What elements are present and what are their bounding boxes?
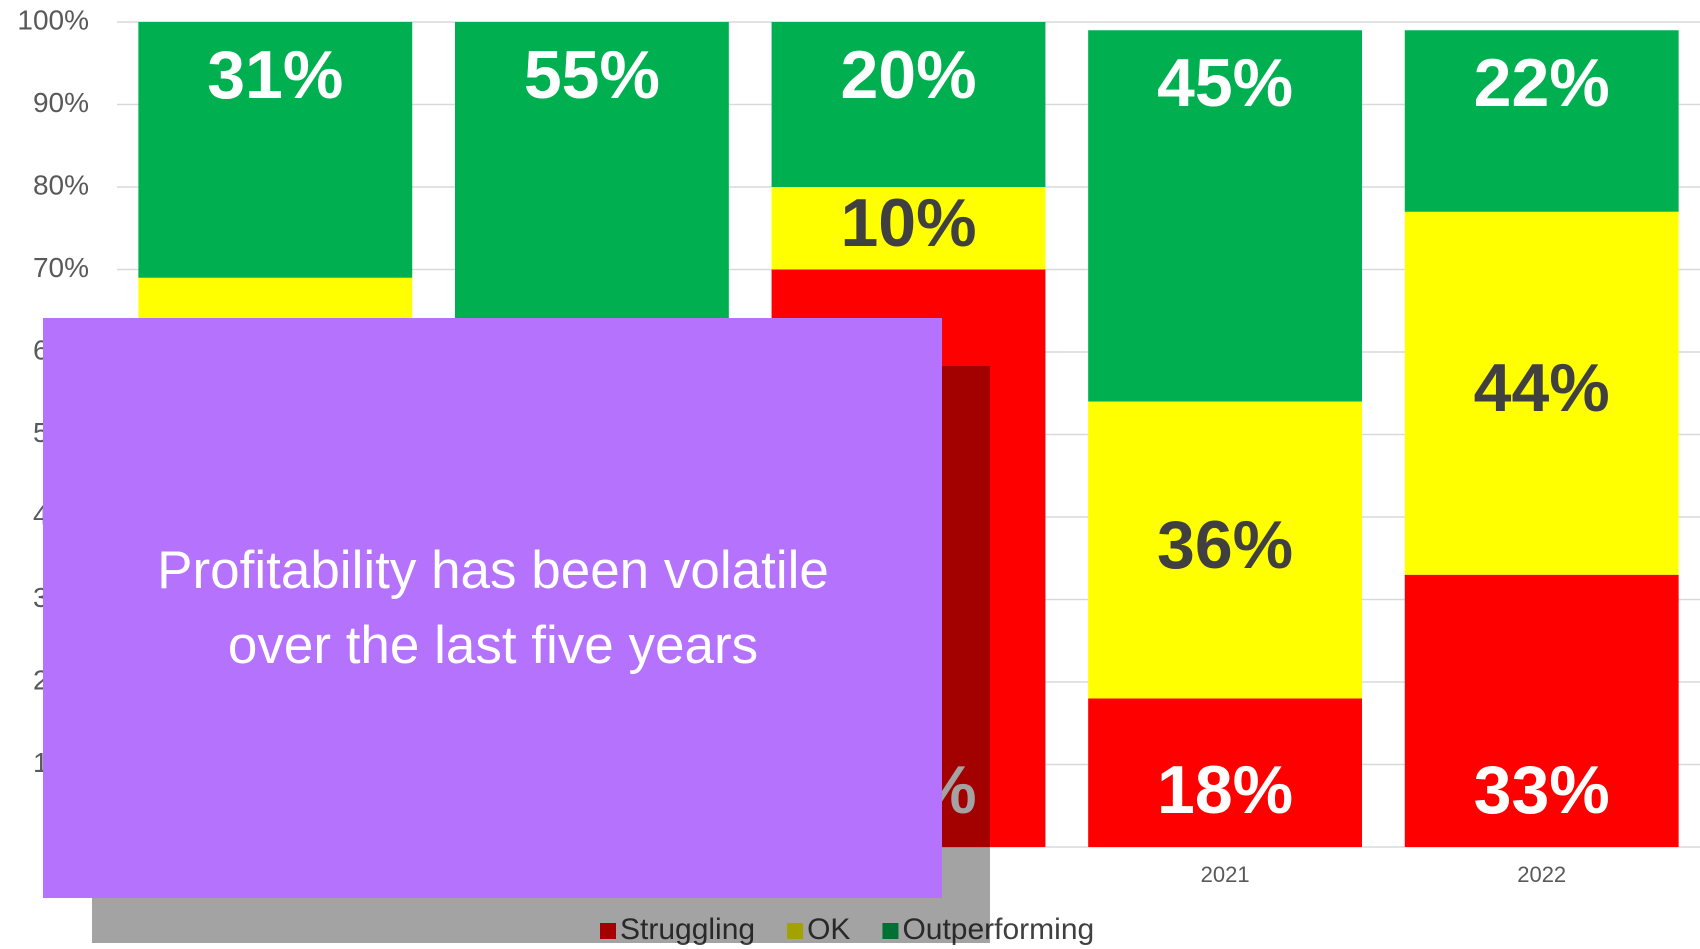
x-tick-label: 2021 <box>1201 862 1250 887</box>
data-label: 44% <box>1474 350 1610 426</box>
bar-segment <box>1088 698 1363 847</box>
legend-label: Struggling <box>620 913 755 946</box>
data-label: 36% <box>1157 507 1293 583</box>
data-label: 10% <box>840 185 976 261</box>
y-tick-label: 70% <box>33 252 89 283</box>
legend-swatch <box>787 923 804 939</box>
data-label: 45% <box>1157 45 1293 121</box>
data-label: 33% <box>1474 752 1610 828</box>
data-label: 18% <box>1157 752 1293 828</box>
bar-segment <box>771 22 1046 187</box>
data-label: 55% <box>524 37 660 113</box>
bar-segment <box>771 187 1046 270</box>
bar-segment <box>138 22 413 278</box>
data-label: 20% <box>840 37 976 113</box>
legend-label: OK <box>807 913 850 946</box>
x-tick-label: 2022 <box>1517 862 1566 887</box>
y-tick-label: 90% <box>33 87 89 118</box>
y-tick-label: 80% <box>33 169 89 200</box>
legend-label: Outperforming <box>902 913 1094 946</box>
bar-segment <box>1088 30 1363 402</box>
data-label: 31% <box>207 37 343 113</box>
callout-text: over the last five years <box>228 616 758 675</box>
bar-segment <box>1404 30 1679 212</box>
callout-box <box>43 318 942 898</box>
y-tick-label: 100% <box>17 4 89 35</box>
legend-swatch <box>600 923 616 939</box>
bar-segment <box>1404 211 1679 575</box>
data-label: 22% <box>1474 45 1610 121</box>
callout-text: Profitability has been volatile <box>157 541 829 600</box>
bar-segment <box>1088 401 1363 699</box>
legend-swatch <box>882 923 899 939</box>
bar-segment <box>1404 574 1679 847</box>
